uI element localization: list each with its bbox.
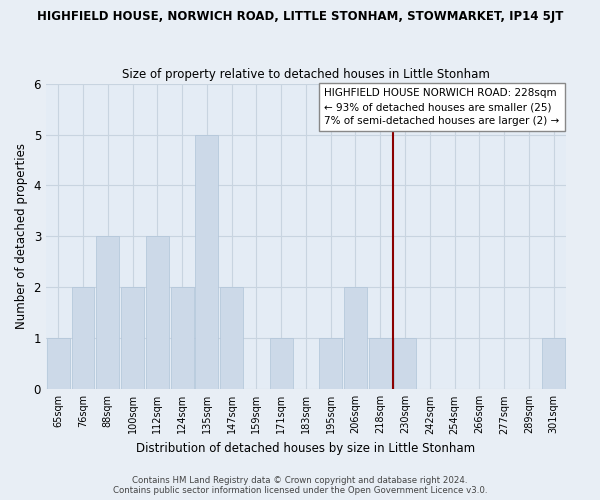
Bar [171,288,194,390]
Bar [196,134,218,390]
Text: HIGHFIELD HOUSE NORWICH ROAD: 228sqm
← 93% of detached houses are smaller (25)
7: HIGHFIELD HOUSE NORWICH ROAD: 228sqm ← 9… [324,88,559,126]
Bar [97,236,119,390]
Bar [47,338,70,390]
Bar [542,338,565,390]
Bar [121,288,144,390]
Bar [394,338,416,390]
Bar [146,236,169,390]
Bar [369,338,392,390]
X-axis label: Distribution of detached houses by size in Little Stonham: Distribution of detached houses by size … [136,442,476,455]
Title: Size of property relative to detached houses in Little Stonham: Size of property relative to detached ho… [122,68,490,81]
Text: HIGHFIELD HOUSE, NORWICH ROAD, LITTLE STONHAM, STOWMARKET, IP14 5JT: HIGHFIELD HOUSE, NORWICH ROAD, LITTLE ST… [37,10,563,23]
Bar [220,288,243,390]
Bar [270,338,293,390]
Text: Contains HM Land Registry data © Crown copyright and database right 2024.
Contai: Contains HM Land Registry data © Crown c… [113,476,487,495]
Bar [344,288,367,390]
Bar [71,288,94,390]
Bar [319,338,342,390]
Y-axis label: Number of detached properties: Number of detached properties [15,144,28,330]
